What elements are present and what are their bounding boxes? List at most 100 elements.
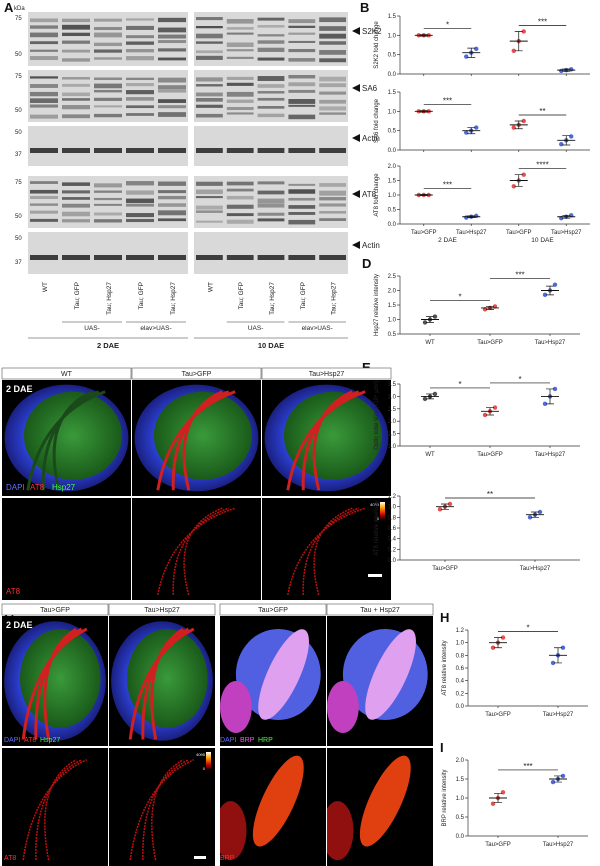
- blot-band: [257, 218, 285, 222]
- error-bar: [419, 194, 428, 196]
- arrowhead: [352, 241, 360, 249]
- y-tick-label: 0.5: [388, 208, 397, 214]
- blot-band: [158, 112, 186, 117]
- blot-band: [62, 105, 90, 110]
- blot-band: [126, 113, 154, 116]
- data-point: [511, 48, 516, 53]
- arrowhead: [352, 134, 360, 142]
- arc: [287, 507, 366, 596]
- data-point: [521, 118, 526, 124]
- image-content: [327, 755, 411, 861]
- y-tick-label: 1.0: [388, 33, 397, 39]
- column-title: Tau + Hsp27: [360, 607, 400, 614]
- sig-label: ****: [536, 161, 548, 170]
- blot-band: [196, 210, 223, 213]
- age-overlay: 2 DAE: [6, 384, 33, 394]
- mw-marker: 75: [15, 16, 22, 22]
- image-bg: [2, 498, 131, 600]
- data-point: [560, 645, 566, 650]
- data-point: [511, 184, 516, 189]
- scale-bar: [368, 574, 382, 577]
- colorbar-label: 4095: [370, 502, 380, 507]
- column-header: [108, 603, 216, 616]
- error-bar: [514, 174, 523, 187]
- sig-label: ***: [443, 180, 452, 189]
- stain-label: Hsp27: [52, 483, 76, 492]
- blot-band: [196, 84, 223, 87]
- data-point: [447, 501, 453, 507]
- blot-band: [94, 183, 122, 188]
- data-point: [559, 142, 564, 147]
- x-tick-label: Tau>GFP: [485, 842, 511, 848]
- blot-band: [62, 49, 90, 53]
- error-bar: [419, 34, 428, 37]
- lane-label: WT: [42, 282, 49, 292]
- neuropil: [365, 629, 416, 720]
- data-point: [559, 68, 564, 74]
- blot-band: [30, 148, 58, 153]
- error-bar: [494, 637, 502, 649]
- y-axis-title: Optic lobe size (x10⁴ μm²): [373, 380, 380, 449]
- panel-letter: H: [440, 610, 449, 625]
- blot-band: [319, 33, 346, 39]
- y-tick-label: 0.0: [456, 704, 465, 710]
- stain-label: AT8: [30, 483, 45, 492]
- y-tick-label: 0.5: [456, 815, 465, 821]
- protein-label: Actin: [362, 134, 380, 143]
- blot-band: [226, 56, 254, 59]
- blot-band: [158, 48, 186, 52]
- blot-band: [257, 190, 285, 195]
- blot-band: [62, 114, 90, 119]
- mw-marker: 75: [15, 74, 22, 80]
- blot-band: [62, 148, 90, 153]
- blot-band: [226, 18, 254, 24]
- blot-band: [196, 113, 223, 118]
- mw-marker: 50: [15, 108, 22, 114]
- protein-label: SA6: [362, 84, 378, 93]
- error-bar: [514, 31, 523, 52]
- blot-band: [319, 211, 346, 214]
- stain-label: BRP: [240, 737, 255, 744]
- x-tick-label: Tau>GFP: [477, 452, 503, 458]
- column-header: [1, 603, 109, 616]
- data-point: [474, 46, 479, 52]
- y-tick-label: 0.5: [388, 53, 397, 59]
- sig-label: *: [446, 21, 449, 30]
- age-overlay: 2 DAE: [6, 620, 33, 630]
- blot-band: [257, 181, 285, 185]
- stain-label: DAPI: [220, 737, 236, 744]
- blot-band: [30, 25, 58, 29]
- x-tick-label: Tau>GFP: [477, 340, 503, 346]
- blot-band: [126, 190, 154, 195]
- blot-band: [62, 203, 90, 208]
- blot-band: [30, 181, 58, 184]
- blot-band: [94, 18, 122, 22]
- column-title: Tau>Hsp27: [144, 607, 180, 614]
- lane-label: Tau; GFP: [300, 282, 307, 309]
- y-tick-label: 0.6: [456, 666, 465, 672]
- blot-band: [288, 104, 316, 107]
- y-tick-label: 2.5: [388, 407, 397, 413]
- blot-band: [257, 255, 285, 260]
- x-tick-label: Tau>Hsp27: [551, 230, 582, 236]
- blot-band: [226, 213, 254, 217]
- mw-marker: 37: [15, 152, 22, 158]
- blot-band: [126, 90, 154, 95]
- lobe: [153, 391, 252, 480]
- blot-band: [62, 18, 90, 23]
- blot-band: [257, 40, 285, 44]
- blot-band: [196, 55, 223, 60]
- blot-band: [126, 49, 154, 53]
- lane-label: Tau; Hsp27: [331, 282, 338, 315]
- neuropil: [220, 681, 252, 733]
- data-point: [550, 779, 556, 785]
- blot-band: [257, 91, 285, 94]
- blot-band: [288, 82, 316, 87]
- y-tick-label: 1.2: [388, 494, 397, 500]
- blot-band: [288, 48, 316, 53]
- y-tick-label: 0.0: [388, 72, 397, 78]
- x-tick-label: Tau>GFP: [432, 566, 458, 572]
- blot-band: [94, 49, 122, 53]
- x-tick-label: Tau>Hsp27: [543, 712, 574, 718]
- data-point: [437, 507, 443, 512]
